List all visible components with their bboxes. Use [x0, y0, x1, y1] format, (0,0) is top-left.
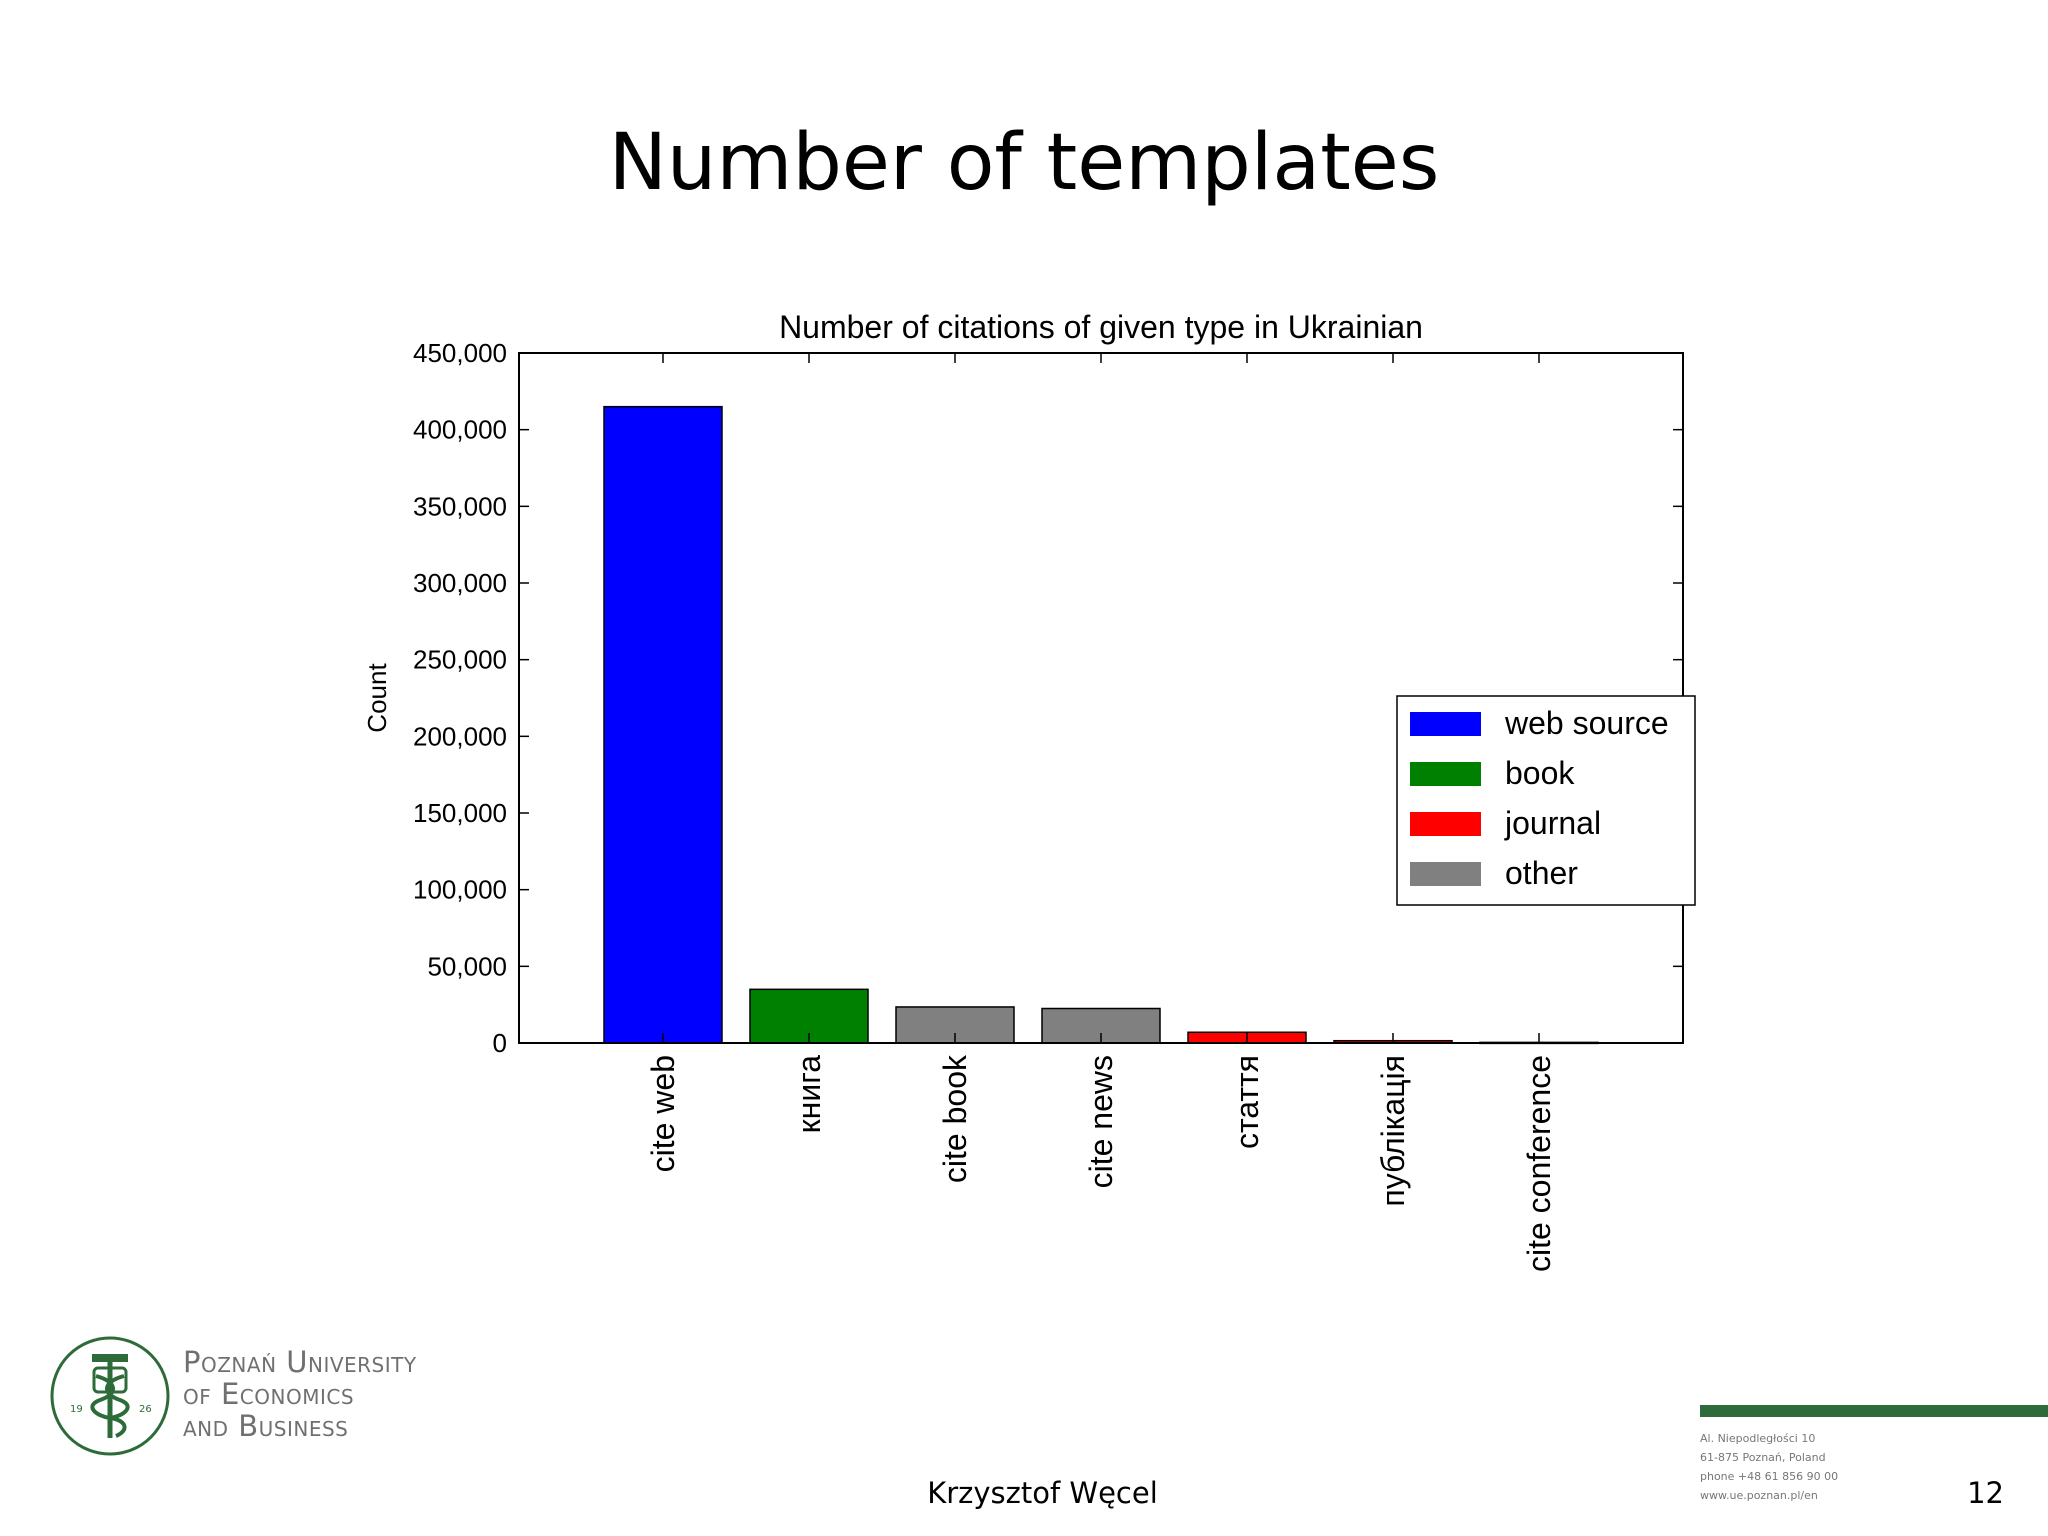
legend-swatch: [1410, 812, 1481, 836]
university-name-line: Poznań University: [183, 1345, 417, 1379]
contact-info: Al. Niepodległości 10 61-875 Poznań, Pol…: [1700, 1429, 1838, 1505]
svg-text:26: 26: [139, 1404, 152, 1415]
y-tick-label: 450,000: [413, 338, 507, 368]
y-tick-label: 250,000: [413, 645, 507, 675]
x-tick-label: cite conference: [1521, 1055, 1557, 1272]
contact-line: 61-875 Poznań, Poland: [1700, 1451, 1826, 1464]
university-name-line: and Business: [183, 1409, 349, 1443]
legend-swatch: [1410, 862, 1481, 886]
legend-swatch: [1410, 762, 1481, 786]
chart-title: Number of citations of given type in Ukr…: [779, 309, 1423, 345]
university-logo: 19 26: [50, 1336, 170, 1456]
x-tick-label: стаття: [1229, 1055, 1265, 1149]
x-tick-label: публікація: [1375, 1055, 1411, 1207]
y-tick-label: 350,000: [413, 491, 507, 521]
y-tick-label: 400,000: [413, 415, 507, 445]
y-tick-label: 100,000: [413, 875, 507, 905]
footer-accent-bar: [1700, 1405, 2048, 1417]
contact-line: phone +48 61 856 90 00: [1700, 1470, 1839, 1483]
x-tick-label: книга: [791, 1055, 827, 1134]
legend-label: book: [1505, 755, 1575, 791]
y-tick-label: 50,000: [427, 951, 507, 981]
svg-text:19: 19: [70, 1404, 83, 1415]
contact-line: www.ue.poznan.pl/en: [1700, 1489, 1818, 1502]
bar: [603, 405, 723, 1044]
legend-label: web source: [1504, 705, 1669, 741]
bar-chart: Number of citations of given type in Ukr…: [362, 309, 1696, 1272]
slide-title: Number of templates: [608, 118, 1440, 208]
x-tick-label: cite book: [937, 1054, 973, 1183]
y-tick-label: 150,000: [413, 798, 507, 828]
page-number: 12: [1967, 1476, 2004, 1510]
legend-label: journal: [1504, 805, 1601, 841]
x-tick-label: cite news: [1083, 1055, 1119, 1188]
y-tick-label: 0: [493, 1028, 507, 1058]
y-tick-label: 300,000: [413, 568, 507, 598]
y-tick-label: 200,000: [413, 721, 507, 751]
footer-author: Krzysztof Węcel: [927, 1476, 1158, 1510]
y-axis-label: Count: [362, 663, 392, 733]
legend-swatch: [1410, 712, 1481, 736]
x-tick-label: cite web: [645, 1055, 681, 1172]
contact-line: Al. Niepodległości 10: [1700, 1432, 1816, 1445]
university-name: Poznań University of Economics and Busin…: [183, 1346, 417, 1442]
legend-label: other: [1505, 855, 1578, 891]
university-name-line: of Economics: [183, 1377, 355, 1411]
